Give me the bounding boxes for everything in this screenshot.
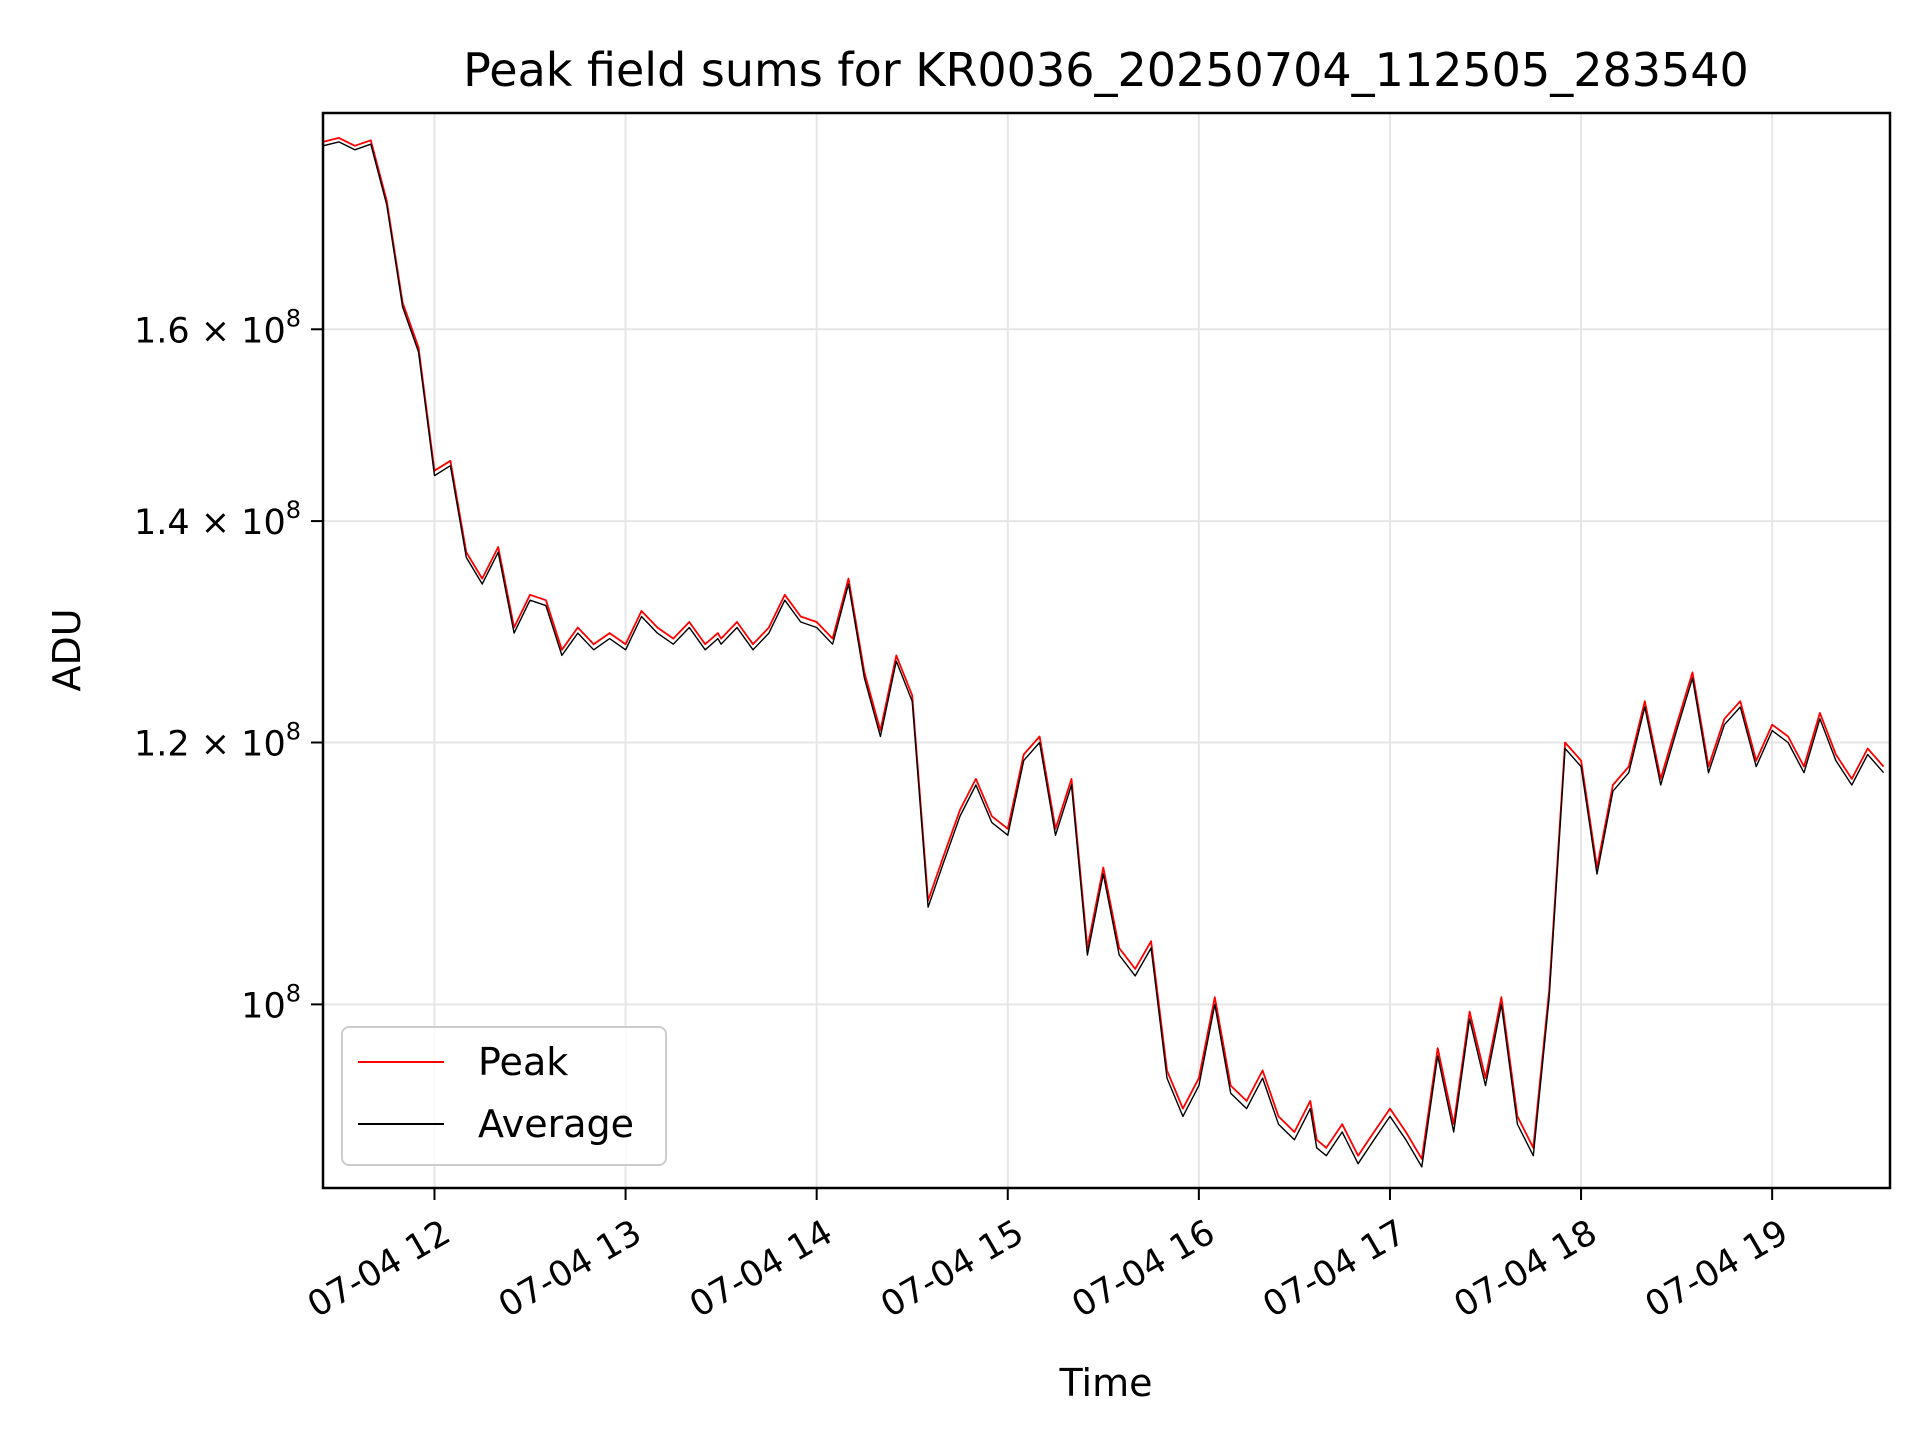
chart-title: Peak field sums for KR0036_20250704_1125…	[463, 43, 1749, 97]
legend: Peak Average	[341, 1026, 667, 1166]
plot-frame	[321, 111, 1892, 1190]
y-tick-label: 108	[241, 979, 301, 1026]
grid	[323, 113, 1890, 1188]
y-axis: 108 1.2 × 108 1.4 × 108 1.6 × 108	[134, 304, 323, 1026]
series-line-average	[322, 141, 1885, 1168]
y-tick-label: 1.6 × 108	[134, 304, 301, 351]
x-axis-label: Time	[1059, 1361, 1153, 1405]
series-layer	[322, 137, 1885, 1168]
legend-label-average: Average	[478, 1102, 634, 1146]
series-line-peak	[322, 137, 1885, 1160]
y-tick-label: 1.2 × 108	[134, 718, 301, 765]
y-tick-label: 1.4 × 108	[134, 496, 301, 543]
legend-label-peak: Peak	[478, 1040, 568, 1084]
y-axis-label: ADU	[45, 608, 89, 691]
